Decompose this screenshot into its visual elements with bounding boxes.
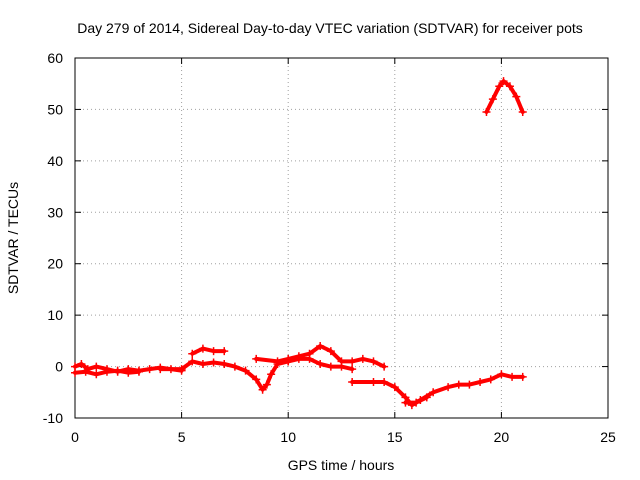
data-point — [401, 398, 410, 407]
y-tick-labels: -10 0 10 20 30 40 50 60 — [43, 50, 63, 426]
data-point — [488, 95, 497, 104]
data-point — [518, 108, 527, 116]
series-arc-2 — [71, 366, 143, 379]
data-point — [177, 365, 186, 374]
data-point — [294, 354, 303, 363]
y-tick-label: 10 — [47, 307, 63, 323]
chart-title: Day 279 of 2014, Sidereal Day-to-day VTE… — [77, 20, 583, 36]
data-point — [465, 380, 474, 389]
data-point — [348, 365, 357, 374]
data-point — [284, 357, 293, 366]
series-arc-8 — [401, 393, 431, 407]
data-point — [220, 347, 229, 356]
series-line — [190, 346, 227, 356]
axis-ticks — [74, 57, 609, 419]
y-tick-label: 40 — [47, 153, 63, 169]
data-point — [499, 77, 508, 86]
data-point — [252, 354, 261, 363]
data-point — [412, 398, 421, 407]
data-point — [476, 378, 485, 386]
series-line — [350, 372, 525, 408]
data-point — [267, 370, 276, 379]
data-point — [358, 354, 367, 363]
data-point — [429, 388, 438, 397]
data-point — [113, 366, 122, 375]
x-axis-label: GPS time / hours — [288, 457, 395, 473]
data-point — [508, 372, 517, 381]
data-point — [454, 380, 463, 389]
data-point — [326, 347, 335, 356]
x-tick-label: 20 — [494, 429, 510, 445]
data-point — [92, 370, 101, 379]
data-point — [145, 365, 154, 374]
data-point — [241, 366, 250, 375]
data-point — [258, 385, 267, 394]
data-point — [316, 360, 325, 368]
data-point — [209, 358, 218, 367]
x-tick-label: 10 — [280, 429, 296, 445]
data-point — [505, 82, 514, 91]
series-arc-9 — [482, 77, 527, 116]
series-arc-3 — [156, 357, 293, 394]
y-tick-label: -10 — [43, 410, 63, 426]
plot-frame — [74, 57, 609, 419]
x-tick-label: 25 — [600, 429, 616, 445]
series-arc-6 — [284, 354, 357, 374]
data-point — [230, 362, 239, 371]
data-point — [444, 383, 453, 392]
data-point — [77, 360, 86, 368]
data-series — [71, 77, 527, 410]
data-point — [369, 357, 378, 366]
data-point — [348, 378, 357, 386]
data-point — [316, 342, 325, 350]
data-point — [156, 365, 165, 374]
data-point — [273, 357, 282, 366]
data-point — [209, 347, 218, 356]
data-point — [497, 370, 506, 379]
data-point — [369, 378, 378, 386]
data-point — [102, 367, 111, 376]
data-point — [305, 354, 314, 363]
data-point — [124, 368, 133, 377]
data-point — [262, 380, 271, 389]
data-point — [92, 362, 101, 371]
data-point — [252, 375, 261, 384]
y-axis-label: SDTVAR / TECUs — [5, 182, 21, 294]
series-arc-4 — [188, 344, 229, 358]
x-tick-label: 5 — [178, 429, 186, 445]
series-arc-7 — [348, 370, 527, 410]
data-point — [71, 368, 79, 377]
data-point — [220, 360, 229, 368]
x-tick-label: 15 — [387, 429, 403, 445]
y-tick-label: 20 — [47, 256, 63, 272]
data-point — [495, 82, 504, 91]
data-point — [81, 367, 90, 376]
data-point — [188, 357, 197, 366]
data-point — [390, 383, 399, 392]
data-point — [512, 92, 521, 101]
y-tick-label: 50 — [47, 101, 63, 117]
data-point — [198, 344, 207, 353]
x-tick-labels: 0 5 10 15 20 25 — [71, 429, 616, 445]
data-point — [134, 367, 143, 376]
data-point — [188, 349, 197, 358]
data-point — [380, 362, 389, 371]
data-point — [337, 362, 346, 371]
data-point — [198, 360, 207, 368]
data-point — [518, 372, 527, 381]
y-tick-label: 30 — [47, 204, 63, 220]
data-point — [348, 357, 357, 366]
data-point — [422, 393, 431, 402]
y-tick-label: 60 — [47, 50, 63, 66]
data-point — [380, 378, 389, 386]
y-tick-label: 0 — [55, 359, 63, 375]
data-point — [482, 108, 491, 116]
x-tick-label: 0 — [71, 429, 79, 445]
data-point — [486, 375, 495, 384]
data-point — [326, 362, 335, 371]
